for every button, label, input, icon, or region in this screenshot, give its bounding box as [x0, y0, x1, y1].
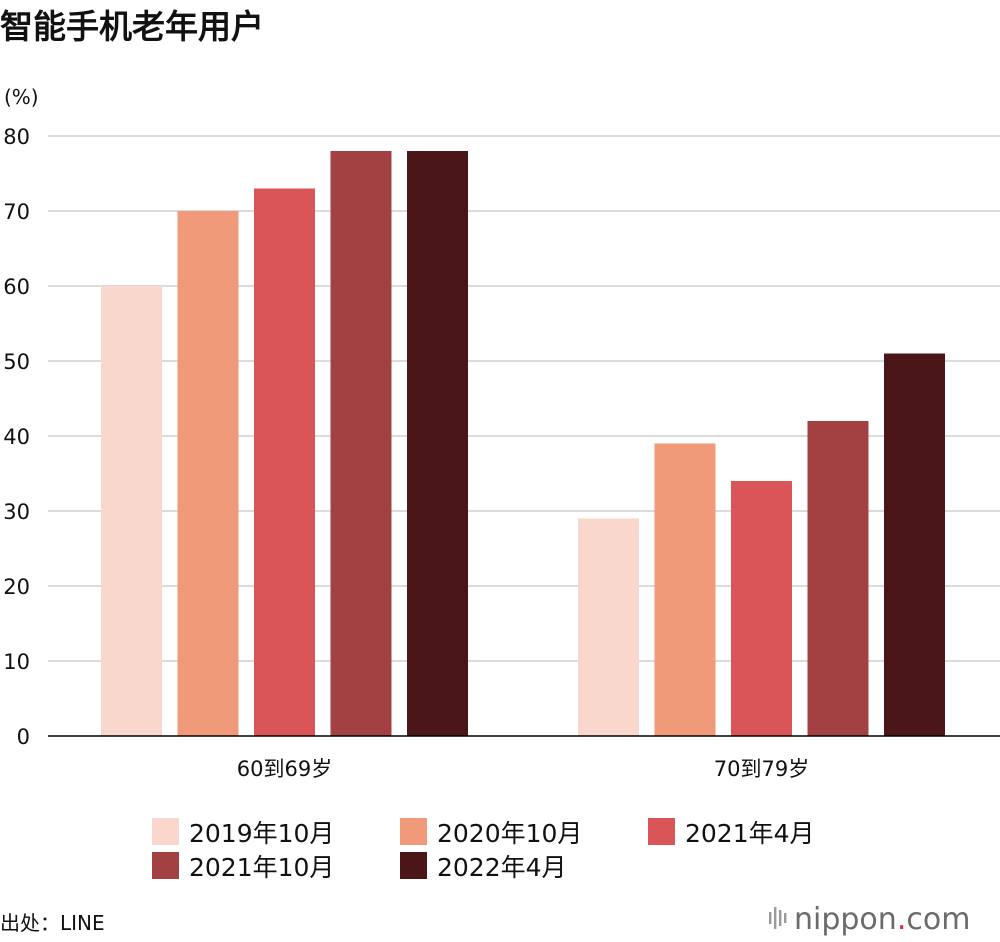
- brand-name: nippon: [794, 902, 897, 937]
- y-tick-label: 40: [3, 425, 30, 449]
- y-tick-label: 70: [3, 200, 30, 224]
- x-category-label: 60到69岁: [237, 757, 332, 781]
- bar: [731, 481, 792, 736]
- bar: [578, 518, 639, 736]
- brand-suffix: com: [906, 902, 970, 937]
- legend-label: 2021年4月: [685, 819, 815, 848]
- legend-label: 2022年4月: [437, 853, 567, 882]
- brand-bars-icon: [769, 907, 787, 929]
- x-axis-categories: 60到69岁 70到79岁: [237, 757, 809, 781]
- legend-label: 2020年10月: [437, 819, 582, 848]
- legend-swatch: [648, 818, 675, 845]
- bar: [884, 353, 945, 736]
- y-tick-label: 80: [3, 125, 30, 149]
- bar: [407, 151, 468, 736]
- y-axis-ticks: 0 10 20 30 40 50 60 70 80: [3, 125, 30, 749]
- bars: [101, 151, 945, 736]
- brand-logo: nippon.com: [769, 902, 970, 937]
- legend-swatch: [152, 852, 179, 879]
- y-tick-label: 50: [3, 350, 30, 374]
- bar: [654, 443, 716, 736]
- legend-swatch: [400, 852, 427, 879]
- bar: [254, 188, 315, 736]
- y-tick-label: 30: [3, 500, 30, 524]
- y-tick-label: 20: [3, 575, 30, 599]
- source-note: 出处：LINE: [0, 911, 105, 935]
- chart-title: 智能手机老年用户: [0, 7, 264, 46]
- y-axis-unit: (%): [4, 85, 39, 109]
- legend-swatch: [152, 818, 179, 845]
- legend: 2019年10月 2020年10月 2021年4月 2021年10月 2022年4月: [152, 818, 815, 882]
- brand-dot: .: [897, 902, 907, 937]
- bar: [101, 286, 162, 736]
- svg-text:nippon.com: nippon.com: [794, 902, 970, 937]
- legend-label: 2021年10月: [189, 853, 334, 882]
- bar: [807, 421, 869, 736]
- y-tick-label: 60: [3, 275, 30, 299]
- x-category-label: 70到79岁: [714, 757, 809, 781]
- y-tick-label: 10: [3, 650, 30, 674]
- bar: [177, 211, 239, 736]
- bar: [330, 151, 392, 736]
- legend-swatch: [400, 818, 427, 845]
- y-tick-label: 0: [17, 725, 30, 749]
- legend-label: 2019年10月: [189, 819, 334, 848]
